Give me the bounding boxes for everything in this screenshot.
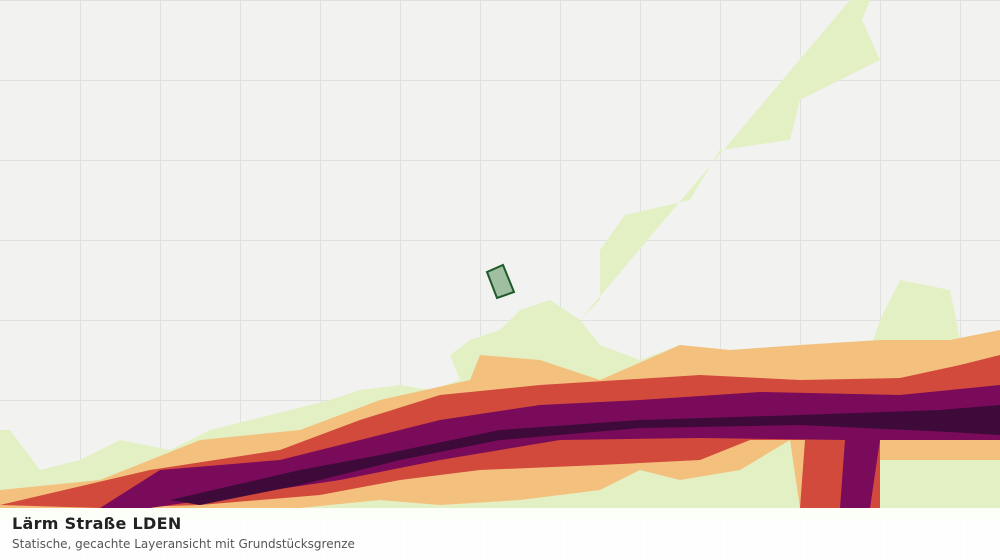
layer-subtitle: Statische, gecachte Layeransicht mit Gru… xyxy=(12,537,355,551)
caption-panel: Lärm Straße LDEN Statische, gecachte Lay… xyxy=(0,508,1000,560)
parcel-boundary[interactable] xyxy=(485,263,516,300)
noise-zone-extreme xyxy=(170,405,1000,505)
layer-title: Lärm Straße LDEN xyxy=(12,514,182,533)
